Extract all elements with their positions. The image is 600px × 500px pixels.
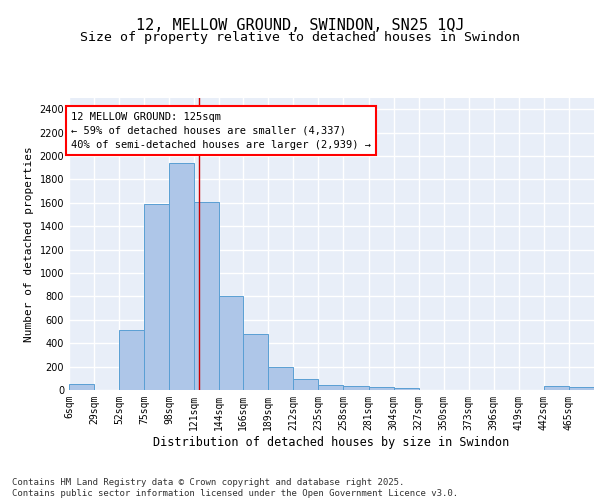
Text: Contains HM Land Registry data © Crown copyright and database right 2025.
Contai: Contains HM Land Registry data © Crown c… <box>12 478 458 498</box>
Bar <box>343 386 368 390</box>
Y-axis label: Number of detached properties: Number of detached properties <box>24 146 34 342</box>
Text: 12, MELLOW GROUND, SWINDON, SN25 1QJ: 12, MELLOW GROUND, SWINDON, SN25 1QJ <box>136 18 464 32</box>
Bar <box>569 387 594 390</box>
Bar <box>69 384 94 390</box>
Bar <box>144 204 169 390</box>
Bar <box>394 388 419 390</box>
Bar <box>220 296 243 390</box>
Text: 12 MELLOW GROUND: 125sqm
← 59% of detached houses are smaller (4,337)
40% of sem: 12 MELLOW GROUND: 125sqm ← 59% of detach… <box>71 112 371 150</box>
Bar <box>119 330 144 390</box>
Bar <box>368 387 394 390</box>
Bar <box>243 334 268 390</box>
Bar <box>268 366 293 390</box>
Bar <box>169 163 194 390</box>
Bar <box>194 202 220 390</box>
X-axis label: Distribution of detached houses by size in Swindon: Distribution of detached houses by size … <box>154 436 509 448</box>
Text: Size of property relative to detached houses in Swindon: Size of property relative to detached ho… <box>80 31 520 44</box>
Bar <box>293 379 319 390</box>
Bar <box>319 384 343 390</box>
Bar <box>544 386 569 390</box>
